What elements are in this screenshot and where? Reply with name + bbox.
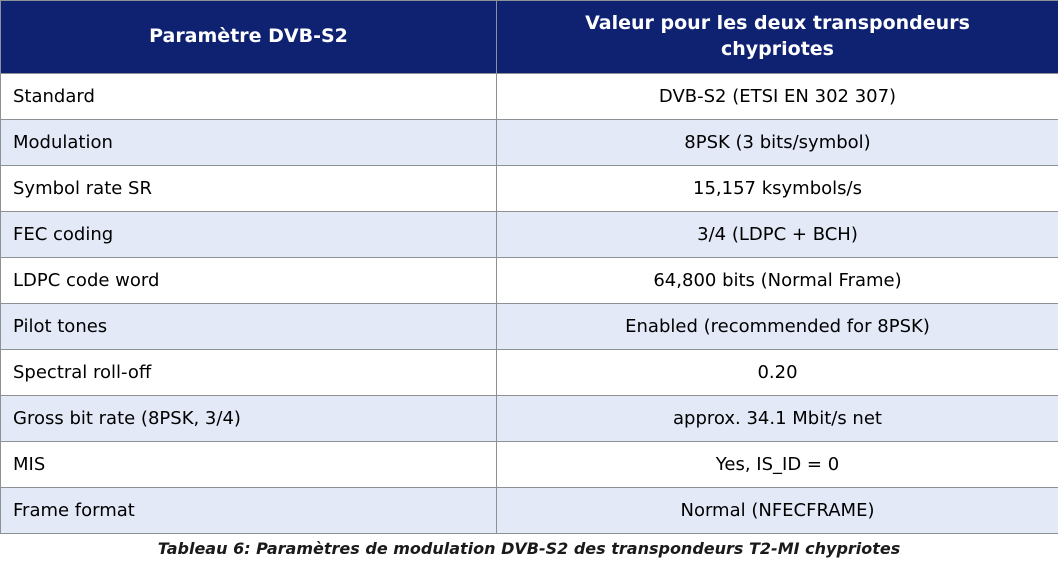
table-header-row: Paramètre DVB-S2 Valeur pour les deux tr… <box>0 0 1058 74</box>
table-row: Symbol rate SR 15,157 ksymbols/s <box>0 165 1058 212</box>
header-cell-value: Valeur pour les deux transpondeurs chypr… <box>496 0 1058 74</box>
table-row: MIS Yes, IS_ID = 0 <box>0 441 1058 488</box>
header-cell-parameter: Paramètre DVB-S2 <box>0 0 497 74</box>
param-cell: MIS <box>0 441 497 488</box>
header-value-label: Valeur pour les deux transpondeurs chypr… <box>585 12 970 60</box>
param-cell: Pilot tones <box>0 303 497 350</box>
value-cell: DVB-S2 (ETSI EN 302 307) <box>496 73 1058 120</box>
table-row: FEC coding 3/4 (LDPC + BCH) <box>0 211 1058 258</box>
table-caption: Tableau 6: Paramètres de modulation DVB-… <box>157 539 901 558</box>
value-cell: 15,157 ksymbols/s <box>496 165 1058 212</box>
value-cell: Normal (NFECFRAME) <box>496 487 1058 534</box>
value-cell: 8PSK (3 bits/symbol) <box>496 119 1058 166</box>
value-cell: Enabled (recommended for 8PSK) <box>496 303 1058 350</box>
param-cell: Modulation <box>0 119 497 166</box>
value-cell: Yes, IS_ID = 0 <box>496 441 1058 488</box>
dvb-s2-parameters-table: Paramètre DVB-S2 Valeur pour les deux tr… <box>0 0 1058 534</box>
table-row: Pilot tones Enabled (recommended for 8PS… <box>0 303 1058 350</box>
value-cell: approx. 34.1 Mbit/s net <box>496 395 1058 442</box>
param-cell: FEC coding <box>0 211 497 258</box>
param-cell: Frame format <box>0 487 497 534</box>
param-cell: Spectral roll-off <box>0 349 497 396</box>
table-row: Spectral roll-off 0.20 <box>0 349 1058 396</box>
table-row: Modulation 8PSK (3 bits/symbol) <box>0 119 1058 166</box>
param-cell: Symbol rate SR <box>0 165 497 212</box>
param-cell: LDPC code word <box>0 257 497 304</box>
table-row: Frame format Normal (NFECFRAME) <box>0 487 1058 534</box>
value-cell: 64,800 bits (Normal Frame) <box>496 257 1058 304</box>
header-parameter-label: Paramètre DVB-S2 <box>149 25 348 48</box>
value-cell: 3/4 (LDPC + BCH) <box>496 211 1058 258</box>
param-cell: Gross bit rate (8PSK, 3/4) <box>0 395 497 442</box>
param-cell: Standard <box>0 73 497 120</box>
table-row: LDPC code word 64,800 bits (Normal Frame… <box>0 257 1058 304</box>
value-cell: 0.20 <box>496 349 1058 396</box>
table-row: Standard DVB-S2 (ETSI EN 302 307) <box>0 73 1058 120</box>
table-row: Gross bit rate (8PSK, 3/4) approx. 34.1 … <box>0 395 1058 442</box>
